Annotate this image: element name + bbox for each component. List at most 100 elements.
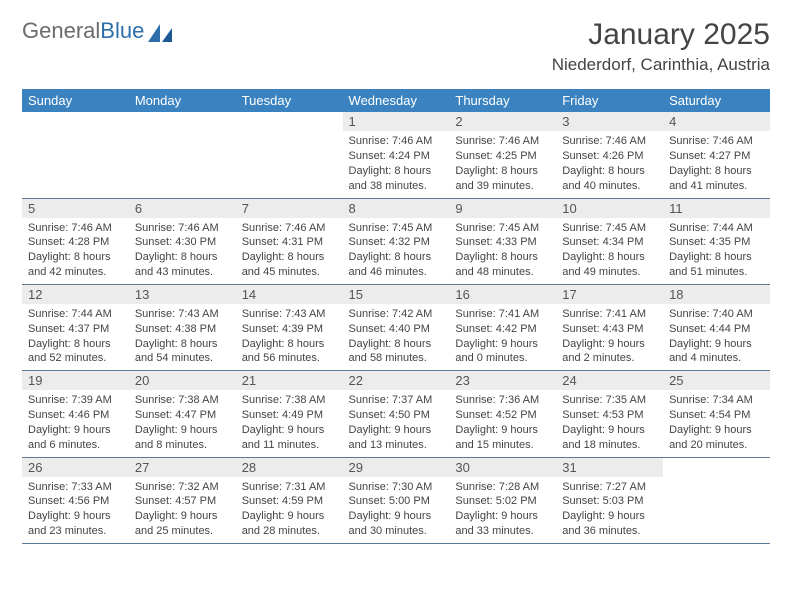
day-details: Sunrise: 7:46 AMSunset: 4:26 PMDaylight:… bbox=[556, 131, 663, 197]
day-number: 25 bbox=[663, 371, 770, 390]
calendar-day-cell: 22Sunrise: 7:37 AMSunset: 4:50 PMDayligh… bbox=[343, 371, 450, 457]
day-number: 20 bbox=[129, 371, 236, 390]
day-details: Sunrise: 7:46 AMSunset: 4:27 PMDaylight:… bbox=[663, 131, 770, 197]
day-details: Sunrise: 7:39 AMSunset: 4:46 PMDaylight:… bbox=[22, 390, 129, 456]
day-details: Sunrise: 7:44 AMSunset: 4:35 PMDaylight:… bbox=[663, 218, 770, 284]
day-details: Sunrise: 7:45 AMSunset: 4:34 PMDaylight:… bbox=[556, 218, 663, 284]
day-details: Sunrise: 7:46 AMSunset: 4:24 PMDaylight:… bbox=[343, 131, 450, 197]
calendar-day-cell: 5Sunrise: 7:46 AMSunset: 4:28 PMDaylight… bbox=[22, 198, 129, 284]
calendar-day-cell: 25Sunrise: 7:34 AMSunset: 4:54 PMDayligh… bbox=[663, 371, 770, 457]
calendar-day-cell: 21Sunrise: 7:38 AMSunset: 4:49 PMDayligh… bbox=[236, 371, 343, 457]
calendar-week-row: 5Sunrise: 7:46 AMSunset: 4:28 PMDaylight… bbox=[22, 198, 770, 284]
calendar-day-cell: 9Sunrise: 7:45 AMSunset: 4:33 PMDaylight… bbox=[449, 198, 556, 284]
calendar-day-cell: 26Sunrise: 7:33 AMSunset: 4:56 PMDayligh… bbox=[22, 457, 129, 543]
day-number: 7 bbox=[236, 199, 343, 218]
calendar-day-cell: .. bbox=[663, 457, 770, 543]
brand-name-gray: General bbox=[22, 18, 100, 43]
calendar-day-cell: .. bbox=[129, 112, 236, 198]
calendar-week-row: 19Sunrise: 7:39 AMSunset: 4:46 PMDayligh… bbox=[22, 371, 770, 457]
day-number: 29 bbox=[343, 458, 450, 477]
location: Niederdorf, Carinthia, Austria bbox=[552, 55, 770, 75]
day-details: Sunrise: 7:31 AMSunset: 4:59 PMDaylight:… bbox=[236, 477, 343, 543]
calendar-day-cell: 13Sunrise: 7:43 AMSunset: 4:38 PMDayligh… bbox=[129, 284, 236, 370]
day-number: 21 bbox=[236, 371, 343, 390]
calendar-day-cell: 15Sunrise: 7:42 AMSunset: 4:40 PMDayligh… bbox=[343, 284, 450, 370]
day-number: 9 bbox=[449, 199, 556, 218]
calendar-day-cell: 20Sunrise: 7:38 AMSunset: 4:47 PMDayligh… bbox=[129, 371, 236, 457]
weekday-header: Saturday bbox=[663, 89, 770, 112]
weekday-header: Monday bbox=[129, 89, 236, 112]
day-number: 12 bbox=[22, 285, 129, 304]
day-number: 23 bbox=[449, 371, 556, 390]
calendar-table: SundayMondayTuesdayWednesdayThursdayFrid… bbox=[22, 89, 770, 544]
day-number: 4 bbox=[663, 112, 770, 131]
day-details: Sunrise: 7:42 AMSunset: 4:40 PMDaylight:… bbox=[343, 304, 450, 370]
weekday-header: Thursday bbox=[449, 89, 556, 112]
calendar-day-cell: 18Sunrise: 7:40 AMSunset: 4:44 PMDayligh… bbox=[663, 284, 770, 370]
calendar-day-cell: 27Sunrise: 7:32 AMSunset: 4:57 PMDayligh… bbox=[129, 457, 236, 543]
day-details: Sunrise: 7:44 AMSunset: 4:37 PMDaylight:… bbox=[22, 304, 129, 370]
calendar-day-cell: 1Sunrise: 7:46 AMSunset: 4:24 PMDaylight… bbox=[343, 112, 450, 198]
weekday-header: Tuesday bbox=[236, 89, 343, 112]
day-details: Sunrise: 7:43 AMSunset: 4:39 PMDaylight:… bbox=[236, 304, 343, 370]
weekday-header: Friday bbox=[556, 89, 663, 112]
calendar-day-cell: .. bbox=[22, 112, 129, 198]
calendar-day-cell: 29Sunrise: 7:30 AMSunset: 5:00 PMDayligh… bbox=[343, 457, 450, 543]
day-number: 16 bbox=[449, 285, 556, 304]
calendar-day-cell: 17Sunrise: 7:41 AMSunset: 4:43 PMDayligh… bbox=[556, 284, 663, 370]
day-details: Sunrise: 7:41 AMSunset: 4:43 PMDaylight:… bbox=[556, 304, 663, 370]
day-details: Sunrise: 7:43 AMSunset: 4:38 PMDaylight:… bbox=[129, 304, 236, 370]
calendar-body: ......1Sunrise: 7:46 AMSunset: 4:24 PMDa… bbox=[22, 112, 770, 544]
day-number: 17 bbox=[556, 285, 663, 304]
day-number: 30 bbox=[449, 458, 556, 477]
day-details: Sunrise: 7:46 AMSunset: 4:28 PMDaylight:… bbox=[22, 218, 129, 284]
day-number: 10 bbox=[556, 199, 663, 218]
day-number: 1 bbox=[343, 112, 450, 131]
day-number: 15 bbox=[343, 285, 450, 304]
header: GeneralBlue January 2025 Niederdorf, Car… bbox=[22, 18, 770, 75]
sail-icon bbox=[148, 22, 174, 44]
calendar-day-cell: 12Sunrise: 7:44 AMSunset: 4:37 PMDayligh… bbox=[22, 284, 129, 370]
day-details: Sunrise: 7:34 AMSunset: 4:54 PMDaylight:… bbox=[663, 390, 770, 456]
calendar-day-cell: 24Sunrise: 7:35 AMSunset: 4:53 PMDayligh… bbox=[556, 371, 663, 457]
day-number: 28 bbox=[236, 458, 343, 477]
calendar-header-row: SundayMondayTuesdayWednesdayThursdayFrid… bbox=[22, 89, 770, 112]
calendar-day-cell: 3Sunrise: 7:46 AMSunset: 4:26 PMDaylight… bbox=[556, 112, 663, 198]
day-number: 2 bbox=[449, 112, 556, 131]
brand-name-blue: Blue bbox=[100, 18, 144, 43]
weekday-header: Sunday bbox=[22, 89, 129, 112]
day-details: Sunrise: 7:36 AMSunset: 4:52 PMDaylight:… bbox=[449, 390, 556, 456]
calendar-day-cell: 28Sunrise: 7:31 AMSunset: 4:59 PMDayligh… bbox=[236, 457, 343, 543]
day-number: 14 bbox=[236, 285, 343, 304]
day-details: Sunrise: 7:35 AMSunset: 4:53 PMDaylight:… bbox=[556, 390, 663, 456]
day-details: Sunrise: 7:30 AMSunset: 5:00 PMDaylight:… bbox=[343, 477, 450, 543]
calendar-day-cell: 14Sunrise: 7:43 AMSunset: 4:39 PMDayligh… bbox=[236, 284, 343, 370]
calendar-day-cell: 30Sunrise: 7:28 AMSunset: 5:02 PMDayligh… bbox=[449, 457, 556, 543]
day-number: 11 bbox=[663, 199, 770, 218]
day-number: 19 bbox=[22, 371, 129, 390]
day-details: Sunrise: 7:33 AMSunset: 4:56 PMDaylight:… bbox=[22, 477, 129, 543]
day-details: Sunrise: 7:46 AMSunset: 4:30 PMDaylight:… bbox=[129, 218, 236, 284]
day-number: 27 bbox=[129, 458, 236, 477]
calendar-day-cell: 19Sunrise: 7:39 AMSunset: 4:46 PMDayligh… bbox=[22, 371, 129, 457]
day-number: 5 bbox=[22, 199, 129, 218]
day-details: Sunrise: 7:27 AMSunset: 5:03 PMDaylight:… bbox=[556, 477, 663, 543]
day-details: Sunrise: 7:38 AMSunset: 4:49 PMDaylight:… bbox=[236, 390, 343, 456]
calendar-day-cell: 23Sunrise: 7:36 AMSunset: 4:52 PMDayligh… bbox=[449, 371, 556, 457]
day-number: 31 bbox=[556, 458, 663, 477]
calendar-day-cell: .. bbox=[236, 112, 343, 198]
day-details: Sunrise: 7:45 AMSunset: 4:33 PMDaylight:… bbox=[449, 218, 556, 284]
day-details: Sunrise: 7:32 AMSunset: 4:57 PMDaylight:… bbox=[129, 477, 236, 543]
day-details: Sunrise: 7:46 AMSunset: 4:31 PMDaylight:… bbox=[236, 218, 343, 284]
brand-name: GeneralBlue bbox=[22, 18, 144, 44]
calendar-day-cell: 16Sunrise: 7:41 AMSunset: 4:42 PMDayligh… bbox=[449, 284, 556, 370]
day-details: Sunrise: 7:40 AMSunset: 4:44 PMDaylight:… bbox=[663, 304, 770, 370]
calendar-day-cell: 4Sunrise: 7:46 AMSunset: 4:27 PMDaylight… bbox=[663, 112, 770, 198]
weekday-header: Wednesday bbox=[343, 89, 450, 112]
calendar-week-row: ......1Sunrise: 7:46 AMSunset: 4:24 PMDa… bbox=[22, 112, 770, 198]
title-block: January 2025 Niederdorf, Carinthia, Aust… bbox=[552, 18, 770, 75]
day-details: Sunrise: 7:38 AMSunset: 4:47 PMDaylight:… bbox=[129, 390, 236, 456]
calendar-week-row: 26Sunrise: 7:33 AMSunset: 4:56 PMDayligh… bbox=[22, 457, 770, 543]
day-number: 8 bbox=[343, 199, 450, 218]
day-details: Sunrise: 7:37 AMSunset: 4:50 PMDaylight:… bbox=[343, 390, 450, 456]
